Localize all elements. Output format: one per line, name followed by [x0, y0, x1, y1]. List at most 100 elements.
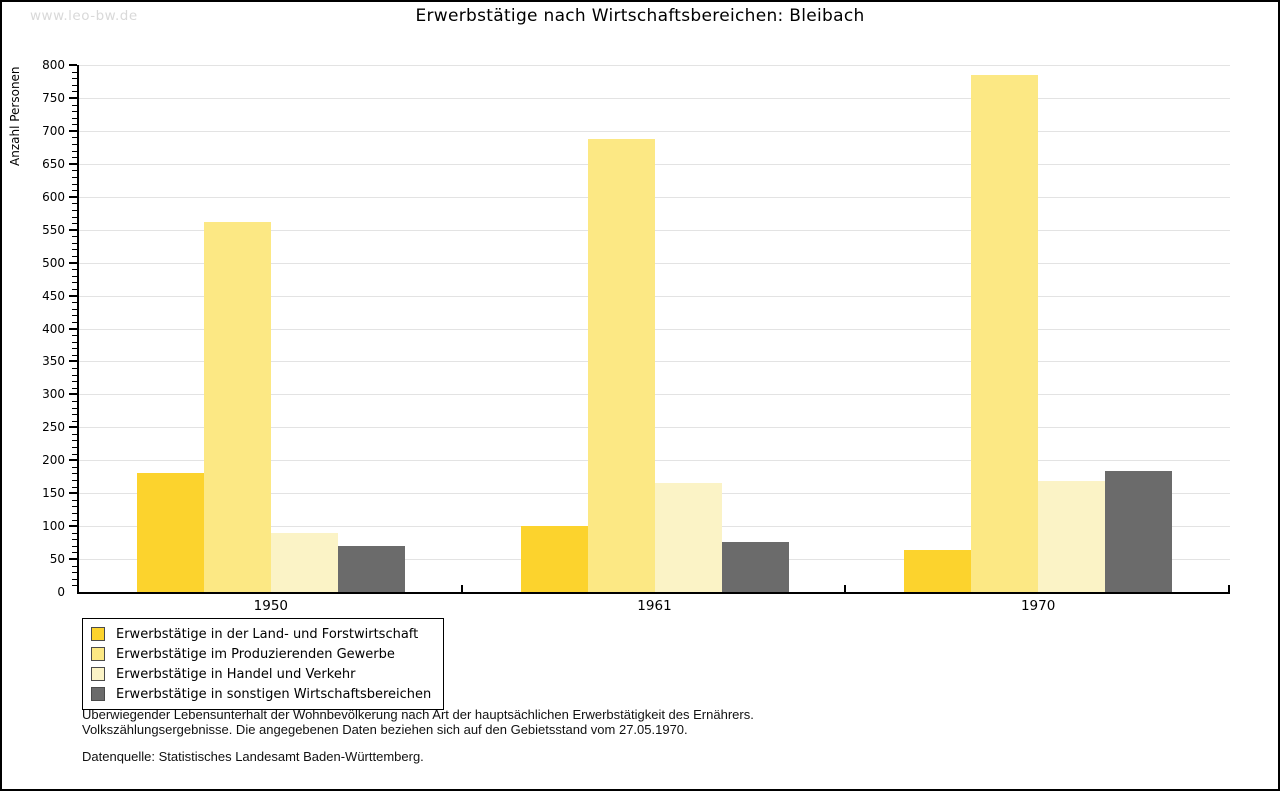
y-axis-major-tick [69, 393, 77, 396]
y-axis-major-tick [69, 525, 77, 528]
y-axis-minor-tick [72, 545, 77, 547]
y-axis-minor-tick [72, 209, 77, 211]
y-axis-major-tick [69, 195, 77, 198]
legend-swatch [91, 627, 105, 641]
gridline [79, 163, 1230, 165]
y-axis-minor-tick [72, 466, 77, 468]
legend-item: Erwerbstätige in Handel und Verkehr [91, 664, 431, 684]
y-axis-minor-tick [72, 308, 77, 310]
y-axis-minor-tick [72, 453, 77, 455]
y-axis-tick-label: 100 [42, 519, 65, 534]
legend-item: Erwerbstätige im Produzierenden Gewerbe [91, 644, 431, 664]
y-axis-minor-tick [72, 78, 77, 80]
y-axis-major-tick [69, 360, 77, 363]
y-axis-minor-tick [72, 249, 77, 251]
y-axis-minor-tick [72, 91, 77, 93]
y-axis-minor-tick [72, 137, 77, 139]
y-axis-label: Anzahl Personen [8, 66, 22, 166]
y-axis-minor-tick [72, 539, 77, 541]
y-axis-minor-tick [72, 499, 77, 501]
y-axis-minor-tick [72, 480, 77, 481]
y-axis-tick-label: 250 [42, 420, 65, 435]
y-axis-minor-tick [72, 440, 77, 442]
y-axis-minor-tick [72, 111, 77, 113]
y-axis-minor-tick [72, 381, 77, 383]
y-axis-tick-label: 50 [49, 552, 65, 567]
x-axis-category-label: 1950 [253, 598, 288, 614]
y-axis-minor-tick [72, 144, 77, 146]
gridline [79, 229, 1230, 231]
y-axis-minor-tick [72, 117, 77, 119]
y-axis-minor-tick [72, 335, 77, 337]
y-axis-tick-label: 650 [42, 156, 65, 171]
y-axis-major-tick [69, 459, 77, 462]
y-axis-minor-tick [72, 157, 77, 159]
y-axis-minor-tick [72, 348, 77, 350]
y-axis-minor-tick [72, 473, 77, 475]
legend: Erwerbstätige in der Land- und Forstwirt… [82, 618, 445, 710]
y-axis-minor-tick [72, 242, 77, 244]
y-axis-minor-tick [72, 223, 77, 225]
y-axis-minor-tick [72, 256, 77, 258]
y-axis-minor-tick [72, 236, 77, 238]
y-axis-tick-label: 400 [42, 321, 65, 336]
y-axis-tick-label: 200 [42, 453, 65, 468]
legend-label: Erwerbstätige in der Land- und Forstwirt… [116, 626, 419, 642]
y-axis-minor-tick [72, 512, 77, 514]
y-axis-minor-tick [72, 447, 77, 449]
y-axis-minor-tick [72, 315, 77, 317]
y-axis-tick-label: 800 [42, 58, 65, 72]
gridline [79, 361, 1230, 363]
bar [587, 139, 655, 592]
y-axis-minor-tick [72, 519, 77, 521]
y-axis-tick-label: 150 [42, 486, 65, 501]
gridline [79, 328, 1230, 330]
y-axis-minor-tick [72, 216, 77, 218]
y-axis-minor-tick [72, 71, 77, 73]
y-axis-major-tick [69, 294, 77, 297]
y-axis-major-tick [69, 64, 77, 66]
y-axis-major-tick [69, 129, 77, 132]
legend-item: Erwerbstätige in sonstigen Wirtschaftsbe… [91, 684, 431, 704]
x-axis-tick [460, 585, 463, 592]
y-axis-minor-tick [72, 275, 77, 277]
y-axis-minor-tick [72, 288, 77, 290]
y-axis-minor-tick [72, 420, 77, 422]
gridline [79, 394, 1230, 396]
y-axis-tick-label: 750 [42, 90, 65, 105]
y-axis-minor-tick [72, 190, 77, 192]
y-axis-tick-label: 500 [42, 255, 65, 270]
y-axis-minor-tick [72, 84, 77, 86]
bar [270, 533, 338, 592]
y-axis-minor-tick [72, 585, 77, 587]
legend-label: Erwerbstätige im Produzierenden Gewerbe [116, 646, 395, 662]
y-axis-minor-tick [72, 321, 77, 323]
bar [654, 483, 722, 592]
y-axis-major-tick [69, 558, 77, 561]
bar [337, 545, 405, 592]
x-axis-category-label: 1961 [637, 598, 672, 614]
y-axis-minor-tick [72, 387, 77, 389]
y-axis-major-tick [69, 261, 77, 264]
legend-label: Erwerbstätige in sonstigen Wirtschaftsbe… [116, 686, 432, 702]
y-axis-minor-tick [72, 341, 77, 343]
y-axis-minor-tick [72, 565, 77, 567]
y-axis-minor-tick [72, 302, 77, 304]
y-axis-minor-tick [72, 433, 77, 435]
gridline [79, 65, 1230, 66]
y-axis-major-tick [69, 426, 77, 429]
y-axis-minor-tick [72, 374, 77, 376]
x-axis-tick [1228, 585, 1230, 592]
bar [721, 541, 789, 592]
y-axis-minor-tick [72, 486, 77, 488]
bar [520, 526, 588, 592]
x-axis-tick [844, 585, 847, 592]
y-axis-minor-tick [72, 506, 77, 508]
legend-label: Erwerbstätige in Handel und Verkehr [116, 666, 356, 682]
gridline [79, 295, 1230, 297]
y-axis-tick-label: 300 [42, 387, 65, 402]
y-axis-minor-tick [72, 282, 77, 284]
legend-swatch [91, 647, 105, 661]
y-axis-minor-tick [72, 578, 77, 580]
legend-item: Erwerbstätige in der Land- und Forstwirt… [91, 624, 431, 644]
